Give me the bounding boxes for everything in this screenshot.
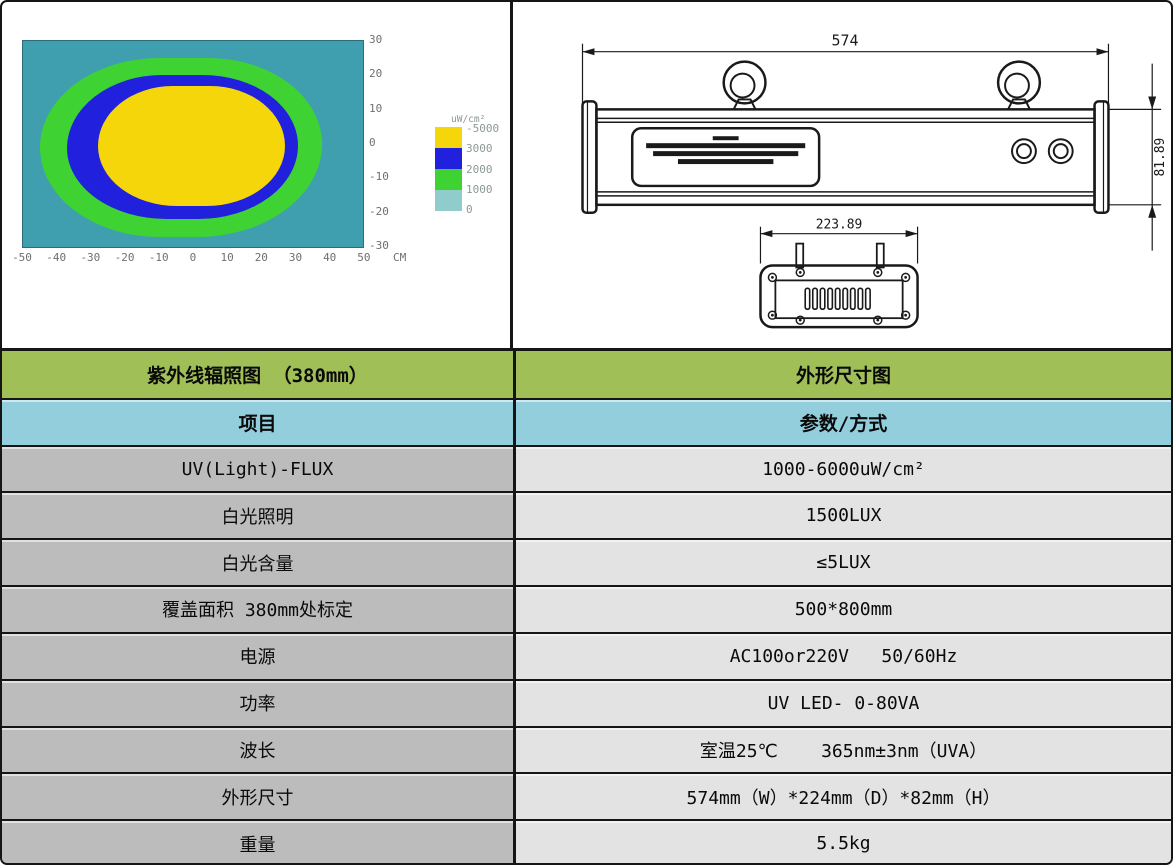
uv-irradiance-panel: -50 -40 -30 -20 -10 0 10 20 30 40 50 CM 30 20 10 0 -10… (2, 2, 513, 348)
y-tick-label: -30 (369, 238, 389, 252)
end-view (759, 226, 919, 329)
legend-swatch (435, 169, 462, 190)
spec-row-value: 1500LUX (516, 491, 1171, 539)
legend-title: uW/cm² (451, 114, 486, 125)
screws (767, 267, 911, 325)
spec-row-value: 500*800mm (516, 585, 1171, 632)
legend-colorbar (435, 127, 462, 216)
y-tick-label: -20 (369, 204, 389, 218)
depth-dimension (759, 226, 919, 264)
mount-post (795, 242, 805, 269)
y-tick-label: 20 (369, 67, 383, 81)
legend-swatch (435, 148, 462, 169)
vent-slots (804, 287, 871, 311)
eyebolt-left-icon (722, 60, 767, 111)
depth-dim-label: 223.89 (816, 218, 863, 233)
x-axis-unit: CM (393, 251, 407, 264)
spec-row-value: 室温25℃ 365nm±3nm（UVA） (516, 725, 1171, 773)
x-tick-label: 30 (288, 251, 303, 264)
spec-row-label: 波长 (2, 725, 516, 773)
y-tick-label: 10 (369, 101, 383, 115)
legend-label: 0 (466, 203, 473, 216)
legend-swatch (435, 190, 462, 211)
x-tick-label: 50 (357, 251, 371, 264)
top-figures: -50 -40 -30 -20 -10 0 10 20 30 40 50 CM 30 20 10 0 -10… (2, 2, 1171, 348)
width-dim-label: 574 (832, 32, 859, 50)
right-end-cap (1093, 100, 1110, 215)
x-tick-label: 20 (254, 251, 268, 264)
legend-label: -5000 (466, 122, 500, 135)
x-tick-label: 10 (220, 251, 234, 264)
eyebolt-right-icon (996, 60, 1042, 111)
zone-3000-5000 (98, 86, 285, 206)
left-end-cap (581, 100, 598, 215)
spec-row-label: 电源 (2, 631, 516, 679)
legend: uW/cm² -5000 3000 2000 1000 0 (435, 114, 499, 216)
x-tick-label: -40 (46, 251, 67, 264)
spec-row-label: 覆盖面积 380mm处标定 (2, 585, 516, 632)
legend-label: 1000 (466, 182, 493, 196)
x-tick-label: -10 (148, 251, 169, 264)
spec-row-label: 外形尺寸 (2, 772, 516, 820)
legend-label: 2000 (466, 162, 493, 176)
spec-row-label: 白光照明 (2, 491, 516, 539)
spec-row-label: 功率 (2, 678, 516, 726)
x-tick-label: -20 (114, 251, 135, 264)
spec-row-value: 1000-6000uW/cm² (516, 444, 1171, 492)
legend-label: 3000 (466, 142, 493, 156)
spec-row-value: AC100or220V 50/60Hz (516, 631, 1171, 679)
spec-row-label: UV(Light)-FLUX (2, 444, 516, 492)
lamp-body (595, 108, 1096, 207)
spec-table: 紫外线辐照图 （380mm） 外形尺寸图 项目 参数/方式 UV(Light)-FLUX… (2, 348, 1171, 863)
spec-row-value: 参数/方式 (516, 397, 1171, 445)
connector-ports (1011, 138, 1074, 165)
x-tick-label: -50 (12, 251, 32, 264)
width-dimension (581, 43, 1110, 106)
lens-window (774, 279, 904, 320)
outline-dimension-drawing: 574 223.89 81.89 (581, 32, 1168, 329)
spec-row-value: 574mm（W）*224mm（D）*82mm（H） (516, 772, 1171, 820)
spec-row-label: 重量 (2, 819, 516, 863)
x-tick-label: 0 (189, 251, 197, 264)
y-tick-label: 30 (369, 33, 383, 46)
front-view (581, 43, 1162, 251)
x-axis-ticks: -50 -40 -30 -20 -10 0 10 20 30 40 50 (7, 251, 379, 264)
irradiance-plot (22, 40, 364, 248)
nameplate (630, 127, 821, 188)
height-dim-label: 81.89 (1153, 138, 1168, 177)
spec-row-value: ≤5LUX (516, 538, 1171, 586)
spec-row-label: 紫外线辐照图 （380mm） (2, 351, 516, 398)
spec-row-value: UV LED- 0-80VA (516, 678, 1171, 726)
legend-labels: -5000 3000 2000 1000 0 (466, 122, 499, 216)
spec-row-label: 项目 (2, 397, 516, 445)
y-tick-label: 0 (369, 135, 376, 149)
legend-swatch (435, 127, 462, 148)
height-dimension (1108, 63, 1162, 251)
spec-row-value: 外形尺寸图 (516, 351, 1171, 398)
dimension-drawing-panel: 574 223.89 81.89 (513, 2, 1171, 348)
x-tick-label: -30 (80, 251, 101, 264)
x-tick-label: 40 (323, 251, 337, 264)
mount-post (875, 242, 885, 269)
y-axis-ticks: 30 20 10 0 -10 -20 -30 (369, 33, 401, 252)
spec-row-label: 白光含量 (2, 538, 516, 586)
spec-row-value: 5.5kg (516, 819, 1171, 863)
end-view-body (759, 264, 919, 329)
y-tick-label: -10 (369, 170, 389, 184)
